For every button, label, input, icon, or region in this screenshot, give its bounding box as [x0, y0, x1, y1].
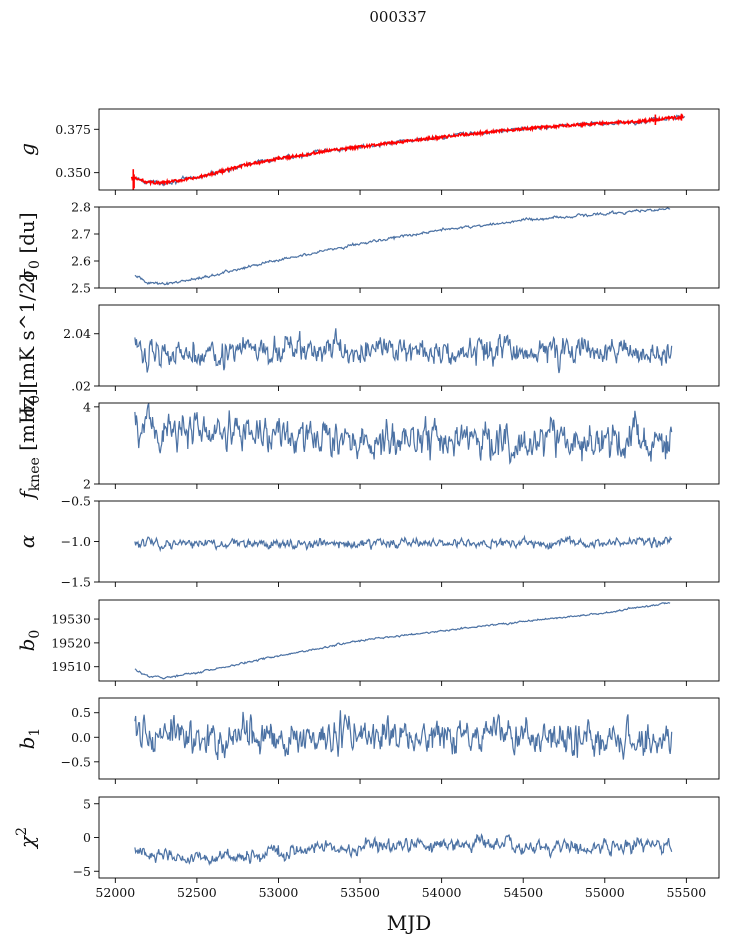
- series-line-g: [133, 114, 686, 187]
- y-label-unit: [mHz]: [15, 388, 39, 451]
- y-tick-label-sigma0_du: 2.7: [71, 227, 91, 242]
- y-label-symbol: b: [15, 737, 39, 750]
- y-axis-label-alpha: α: [15, 534, 39, 548]
- series-line-chi2: [134, 833, 673, 867]
- y-tick-label-alpha: −0.5: [61, 494, 91, 509]
- axes-frame-b0: [98, 599, 720, 682]
- y-tick-label-chi2: −5: [73, 864, 91, 879]
- panel-alpha: −1.5 −1.0 −0.5 α: [15, 494, 720, 590]
- y-tick-label-alpha: −1.5: [61, 575, 91, 590]
- panel-chi2: −5 0 5 52000 52500 53000 53500 54000 54500 55000 5…: [14, 796, 720, 900]
- axes-frame-b1: [98, 697, 720, 780]
- y-label-superscript: 2: [14, 827, 30, 836]
- series-line-b1: [134, 710, 673, 761]
- y-label-subscript: 1: [27, 728, 43, 737]
- x-tick-label: 54500: [503, 885, 543, 900]
- y-label-symbol: χ: [15, 834, 39, 850]
- x-tick-label: 53500: [340, 885, 380, 900]
- y-tick-label-g: 0.375: [55, 122, 91, 137]
- axes-frame-sigma0_du: [98, 206, 720, 289]
- axes-frame-fknee: [98, 402, 720, 485]
- y-tick-label-b0: 19510: [51, 659, 91, 674]
- y-label-subscript: knee: [27, 457, 43, 491]
- y-axis-label-fknee: fknee [mHz]: [15, 388, 43, 500]
- fit-line-g: [130, 114, 684, 187]
- y-tick-label-sigma0_du: 2.6: [71, 254, 91, 269]
- y-tick-label-g: 0.350: [55, 165, 91, 180]
- x-tick-label: 53000: [259, 885, 299, 900]
- y-label-symbol: b: [15, 639, 39, 652]
- panel-b1: −0.5 0.0 0.5 b1: [15, 697, 720, 784]
- panel-fknee: 2 4 fknee [mHz]: [15, 388, 720, 501]
- x-tick-label: 55000: [585, 885, 625, 900]
- y-tick-label-sigma0_mk: 2.04: [63, 326, 91, 341]
- series-line-sigma0_du: [134, 207, 671, 286]
- y-label-symbol: g: [15, 143, 39, 156]
- x-tick-label: 52000: [95, 885, 135, 900]
- y-tick-label-chi2: 5: [83, 796, 91, 811]
- y-label-symbol: σ: [15, 268, 39, 283]
- series-line-fknee: [134, 403, 673, 465]
- axes-frame-g: [98, 108, 720, 191]
- y-axis-label-sigma0_mk: σ0 [mK s^1/2]: [15, 273, 43, 417]
- x-tick-label: 54000: [422, 885, 462, 900]
- x-tick-label: 52500: [177, 885, 217, 900]
- y-tick-label-b0: 19520: [51, 635, 91, 650]
- panel-sigma0_du: 2.5 2.6 2.7 2.8 σ0 [du]: [15, 200, 720, 296]
- series-line-alpha: [134, 534, 673, 553]
- y-label-symbol: α: [15, 534, 39, 548]
- y-label-subscript: 0: [27, 630, 43, 639]
- axes-frame-sigma0_mk: [98, 304, 720, 387]
- y-tick-label-alpha: −1.0: [61, 534, 91, 549]
- series-line-b0: [134, 601, 671, 680]
- y-tick-label-chi2: 0: [83, 830, 91, 845]
- y-tick-label-b0: 19530: [51, 612, 91, 627]
- y-tick-label-fknee: 4: [83, 399, 91, 414]
- y-tick-label-sigma0_mk: .02: [71, 379, 91, 394]
- panel-b0: 19510 19520 19530 b0: [15, 599, 720, 686]
- y-label-symbol: σ: [15, 403, 39, 418]
- y-tick-label-b1: 0.0: [71, 730, 91, 745]
- y-tick-label-b1: −0.5: [61, 754, 91, 769]
- y-axis-label-b1: b1: [15, 728, 43, 750]
- y-tick-label-fknee: 2: [83, 477, 91, 492]
- y-axis-label-chi2: χ2: [14, 827, 39, 850]
- series-line-sigma0_mk: [134, 328, 673, 374]
- y-label-unit: [mK s^1/2]: [15, 273, 39, 388]
- y-tick-label-sigma0_du: 2.8: [71, 200, 91, 215]
- y-tick-label-sigma0_du: 2.5: [71, 281, 91, 296]
- axes-frame-chi2: [98, 796, 720, 879]
- panel-g: 0.350 0.375 g: [15, 108, 720, 195]
- y-label-unit: [du]: [15, 212, 39, 253]
- figure-title: 000337: [369, 8, 426, 26]
- x-tick-label: 55500: [666, 885, 706, 900]
- x-axis-label: MJD: [387, 911, 432, 935]
- y-label-subscript: 0: [27, 260, 43, 269]
- panel-sigma0_mk: .02 2.04 σ0 [mK s^1/2]: [15, 273, 720, 418]
- y-axis-label-g: g: [15, 143, 39, 156]
- y-axis-label-sigma0_du: σ0 [du]: [15, 212, 43, 282]
- y-axis-label-b0: b0: [15, 630, 43, 652]
- y-tick-label-b1: 0.5: [71, 705, 91, 720]
- y-label-subscript: 0: [27, 395, 43, 404]
